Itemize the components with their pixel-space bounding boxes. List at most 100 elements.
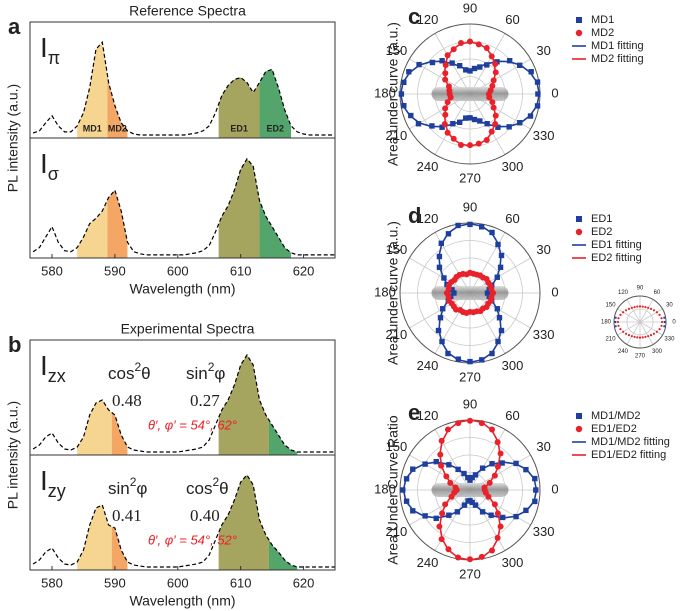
annotation-tail: φ [214,364,225,383]
data-point [455,420,462,427]
data-point [663,320,666,324]
data-point [439,338,445,345]
annotation-note: θ′, φ′ = 54°, 62° [148,417,237,432]
data-point [455,222,461,229]
angle-label: 210 [386,524,408,539]
data-point [494,274,500,280]
data-point [655,330,658,333]
band-region [111,412,128,455]
data-point [638,305,642,308]
panel-letter: b [8,332,21,357]
data-point [633,335,636,339]
annotation: sin2φ [186,360,225,383]
angle-label: 120 [618,290,629,296]
data-point [467,142,473,149]
data-point [398,91,405,97]
band-region [111,526,128,570]
angle-label: 240 [417,358,439,373]
data-point [467,115,473,121]
x-tick-label: 620 [293,263,315,278]
data-point [467,221,473,228]
data-point [483,44,490,51]
angle-label: 30 [536,439,550,454]
y-axis-label: PL intensity (a.u.) [5,84,21,192]
band-label: ED2 [266,123,284,133]
plot-frame [29,137,336,259]
data-point [517,120,523,126]
data-point [410,466,416,472]
data-point [506,124,512,130]
data-point [641,305,644,308]
data-point [450,135,457,142]
data-point [442,111,449,118]
data-point [663,316,666,319]
data-point [447,94,454,101]
label-sub: σ [48,164,59,184]
data-point [465,474,471,481]
band-region [77,400,112,455]
data-point [477,64,483,70]
annotation-value: 0.27 [190,391,220,410]
angle-label: 240 [417,159,439,174]
band-region [268,420,298,455]
data-point [494,463,501,470]
legend-label: MD1/MD2 fitting [591,436,670,448]
data-point [437,451,444,458]
data-point [454,509,461,515]
data-point [472,502,479,508]
data-point [644,305,647,309]
spectrum-line [32,353,335,453]
angle-label: 90 [463,0,477,15]
band-region [218,475,269,570]
x-tick-label: 610 [230,575,252,590]
legend-marker [575,29,583,37]
band-region [107,190,128,258]
data-point [498,252,505,259]
y-axis-label: Area Under Curve Ratio [385,415,401,565]
data-point [439,510,446,517]
data-point [636,336,639,339]
band-label: ED1 [230,123,248,133]
data-point [534,79,541,85]
x-axis-label: Wavelength (nm) [129,593,235,609]
angle-label: 90 [463,199,477,214]
data-point [490,104,497,111]
y-axis-label: PL intensity (a.u.) [5,401,21,509]
legend-marker [576,413,582,419]
data-point [401,79,407,86]
data-point [517,62,523,68]
data-point [484,62,490,68]
data-point [408,112,414,119]
data-point [616,320,620,324]
data-point [467,556,473,563]
data-point [614,316,617,319]
data-point [660,317,663,320]
plot-frame [29,454,336,571]
data-point [449,60,455,66]
angle-label: 270 [459,369,481,384]
x-tick-label: 600 [167,575,189,590]
data-point [445,231,452,237]
data-point [440,306,446,312]
angular-grid [469,429,506,491]
data-point [438,240,444,246]
data-point [461,502,468,508]
angle-label: 300 [652,349,663,355]
data-point [415,121,422,127]
data-point [494,306,500,312]
angle-label: 180 [374,85,396,100]
band-region [259,69,291,138]
data-point [471,65,478,72]
data-point [622,330,625,333]
data-point [624,332,628,335]
annotation-tail: θ [141,364,150,383]
data-point [445,350,451,357]
data-point [523,466,529,473]
annotation-sup: 2 [208,360,215,374]
angle-label: 210 [386,128,408,143]
data-point [652,309,656,312]
data-point [647,306,650,309]
legend-label: ED2 fitting [591,252,642,264]
annotation-tail: φ [136,479,147,498]
angle-label: 60 [505,12,519,27]
